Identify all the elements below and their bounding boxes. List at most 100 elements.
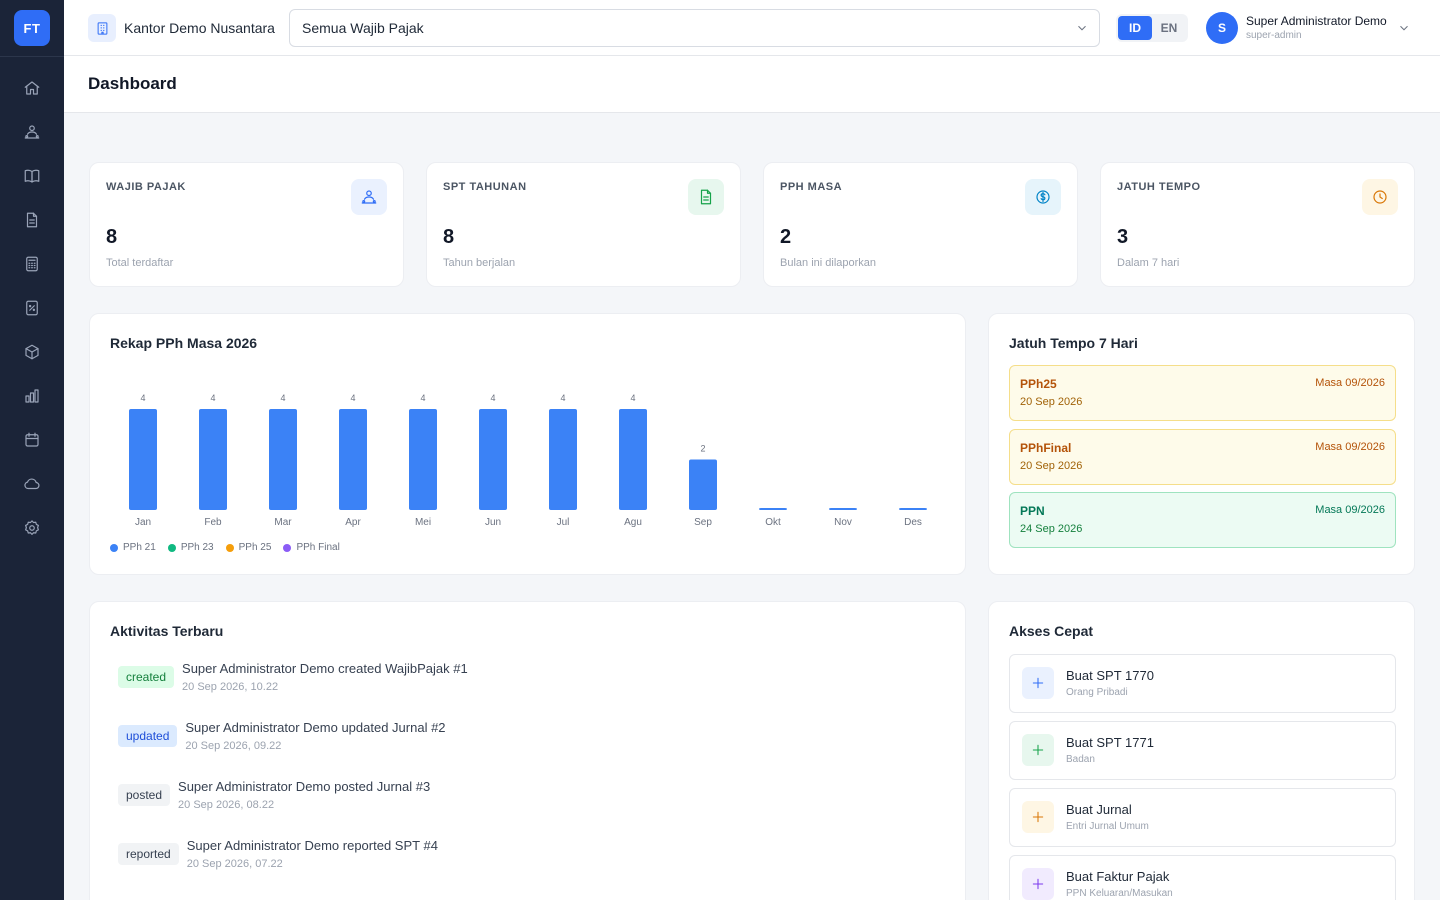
lang-en-button[interactable]: EN xyxy=(1160,21,1178,35)
stat-card-taxpayers[interactable]: WAJIB PAJAK 8 Total terdaftar xyxy=(89,162,404,287)
chart-card: Rekap PPh Masa 2026 4 Jan 4 Feb 4 Mar 4 Apr 4 Mei… xyxy=(89,313,966,575)
sidebar-item-inventory[interactable] xyxy=(0,330,64,374)
bar-sep[interactable] xyxy=(689,459,717,511)
stat-value: 8 xyxy=(106,226,118,248)
quick-item-title: Buat Faktur Pajak xyxy=(1066,869,1170,884)
quick-item-subtitle: Entri Jurnal Umum xyxy=(1066,821,1149,832)
data-label: 2 xyxy=(700,444,705,454)
due-type: PPN xyxy=(1020,504,1045,518)
sidebar-item-documents[interactable] xyxy=(0,198,64,242)
taxpayer-select[interactable]: Semua Wajib Pajak xyxy=(289,9,1100,47)
bar-des[interactable] xyxy=(899,508,927,510)
legend-label: PPh 23 xyxy=(180,542,214,553)
activity-time: 20 Sep 2026, 07.22 xyxy=(186,858,283,870)
x-tick-label: Mar xyxy=(274,517,292,528)
dollar-icon xyxy=(1025,179,1061,215)
stat-value: 2 xyxy=(780,226,792,248)
quick-access-title: Akses Cepat xyxy=(1009,623,1094,639)
language-switcher: ID EN xyxy=(1116,14,1188,42)
bar-mei[interactable] xyxy=(409,409,437,510)
user-menu[interactable]: S Super Administrator Demo super-admin xyxy=(1206,12,1411,44)
book-icon xyxy=(24,169,40,183)
user-name: Super Administrator Demo xyxy=(1246,14,1387,28)
bar-agu[interactable] xyxy=(619,409,647,510)
sidebar-item-taxpayers[interactable] xyxy=(0,110,64,154)
due-item[interactable]: PPhFinal Masa 09/2026 20 Sep 2026 xyxy=(1009,429,1396,485)
due-item[interactable]: PPN Masa 09/2026 24 Sep 2026 xyxy=(1009,492,1396,548)
document-icon xyxy=(688,179,724,215)
page-header: Dashboard xyxy=(64,56,1440,113)
plus-icon xyxy=(1022,801,1054,833)
quick-item-title: Buat Jurnal xyxy=(1066,802,1132,817)
page-title: Dashboard xyxy=(88,74,177,93)
bar-jun[interactable] xyxy=(479,409,507,510)
quick-create-journal[interactable]: Buat Jurnal Entri Jurnal Umum xyxy=(1009,788,1396,847)
quick-access-card: Akses Cepat Buat SPT 1770 Orang Pribadi … xyxy=(988,601,1415,900)
bar-mar[interactable] xyxy=(269,409,297,510)
sidebar-item-home[interactable] xyxy=(0,66,64,110)
legend-label: PPh 25 xyxy=(238,542,272,553)
bar-okt[interactable] xyxy=(759,508,787,510)
bar-nov[interactable] xyxy=(829,508,857,510)
sidebar-item-cloud[interactable] xyxy=(0,462,64,506)
stat-card-due-dates[interactable]: JATUH TEMPO 3 Dalam 7 hari xyxy=(1100,162,1415,287)
sidebar-item-receipts[interactable] xyxy=(0,286,64,330)
due-period: Masa 09/2026 xyxy=(1315,441,1385,453)
legend-label: PPh 21 xyxy=(123,542,156,553)
x-tick-label: Agu xyxy=(624,517,642,528)
stat-card-spt-annual[interactable]: SPT TAHUNAN 8 Tahun berjalan xyxy=(426,162,741,287)
taxpayer-select-value: Semua Wajib Pajak xyxy=(302,20,424,36)
bar-jan[interactable] xyxy=(129,409,157,510)
activity-text: Super Administrator Demo updated Jurnal … xyxy=(185,720,446,735)
legend-entry[interactable]: PPh 21 xyxy=(110,542,156,553)
receipt-icon xyxy=(26,300,38,316)
avatar: S xyxy=(1206,12,1238,44)
sidebar-nav xyxy=(0,66,64,550)
sidebar-item-calendar[interactable] xyxy=(0,418,64,462)
activity-text: Super Administrator Demo reported SPT #4 xyxy=(186,838,438,853)
office-switcher[interactable]: Kantor Demo Nusantara xyxy=(88,14,275,42)
activity-item[interactable]: created Super Administrator Demo created… xyxy=(118,660,468,700)
activity-item[interactable]: reported Super Administrator Demo report… xyxy=(118,837,438,877)
data-label: 4 xyxy=(490,393,495,403)
stat-card-pph-period[interactable]: PPH MASA 2 Bulan ini dilaporkan xyxy=(763,162,1078,287)
app-logo[interactable]: FT xyxy=(14,10,50,46)
x-tick-label: Jan xyxy=(135,517,151,528)
due-item[interactable]: PPh25 Masa 09/2026 20 Sep 2026 xyxy=(1009,365,1396,421)
office-name: Kantor Demo Nusantara xyxy=(124,20,275,36)
status-badge: created xyxy=(118,666,175,688)
data-label: 4 xyxy=(350,393,355,403)
sidebar-item-books[interactable] xyxy=(0,154,64,198)
bar-apr[interactable] xyxy=(339,409,367,510)
activity-item[interactable]: posted Super Administrator Demo posted J… xyxy=(118,778,430,818)
chevron-down-icon xyxy=(1075,21,1089,38)
status-badge: updated xyxy=(118,725,178,747)
sidebar-item-calculator[interactable] xyxy=(0,242,64,286)
due-type: PPh25 xyxy=(1020,377,1057,391)
bar-jul[interactable] xyxy=(549,409,577,510)
sidebar-item-reports[interactable] xyxy=(0,374,64,418)
legend-label: PPh Final xyxy=(296,542,340,553)
sidebar-divider xyxy=(0,56,64,57)
building-icon xyxy=(88,14,116,42)
legend-dot xyxy=(225,543,234,552)
legend-entry[interactable]: PPh 23 xyxy=(167,542,214,553)
quick-item-subtitle: Badan xyxy=(1066,754,1095,765)
legend-entry[interactable]: PPh Final xyxy=(283,542,340,553)
x-tick-label: Apr xyxy=(345,517,361,528)
activity-item[interactable]: updated Super Administrator Demo updated… xyxy=(118,719,446,759)
bar-chart: 4 Jan 4 Feb 4 Mar 4 Apr 4 Mei 4 Jun 4 Jul 4 Agu 2 Sep Okt N… xyxy=(129,393,927,528)
stat-label: WAJIB PAJAK xyxy=(106,181,186,193)
quick-create-spt-1770[interactable]: Buat SPT 1770 Orang Pribadi xyxy=(1009,654,1396,713)
user-role: super-admin xyxy=(1246,30,1302,41)
lang-id-button[interactable]: ID xyxy=(1118,16,1152,40)
quick-create-spt-1771[interactable]: Buat SPT 1771 Badan xyxy=(1009,721,1396,780)
stat-label: SPT TAHUNAN xyxy=(443,181,527,193)
quick-create-tax-invoice[interactable]: Buat Faktur Pajak PPN Keluaran/Masukan xyxy=(1009,855,1396,900)
legend-entry[interactable]: PPh 25 xyxy=(225,542,272,553)
bar-feb[interactable] xyxy=(199,409,227,510)
activity-text: Super Administrator Demo posted Jurnal #… xyxy=(178,779,431,794)
stat-subtitle: Bulan ini dilaporkan xyxy=(780,257,877,269)
bar-chart-icon xyxy=(25,389,39,403)
sidebar-item-settings[interactable] xyxy=(0,506,64,550)
